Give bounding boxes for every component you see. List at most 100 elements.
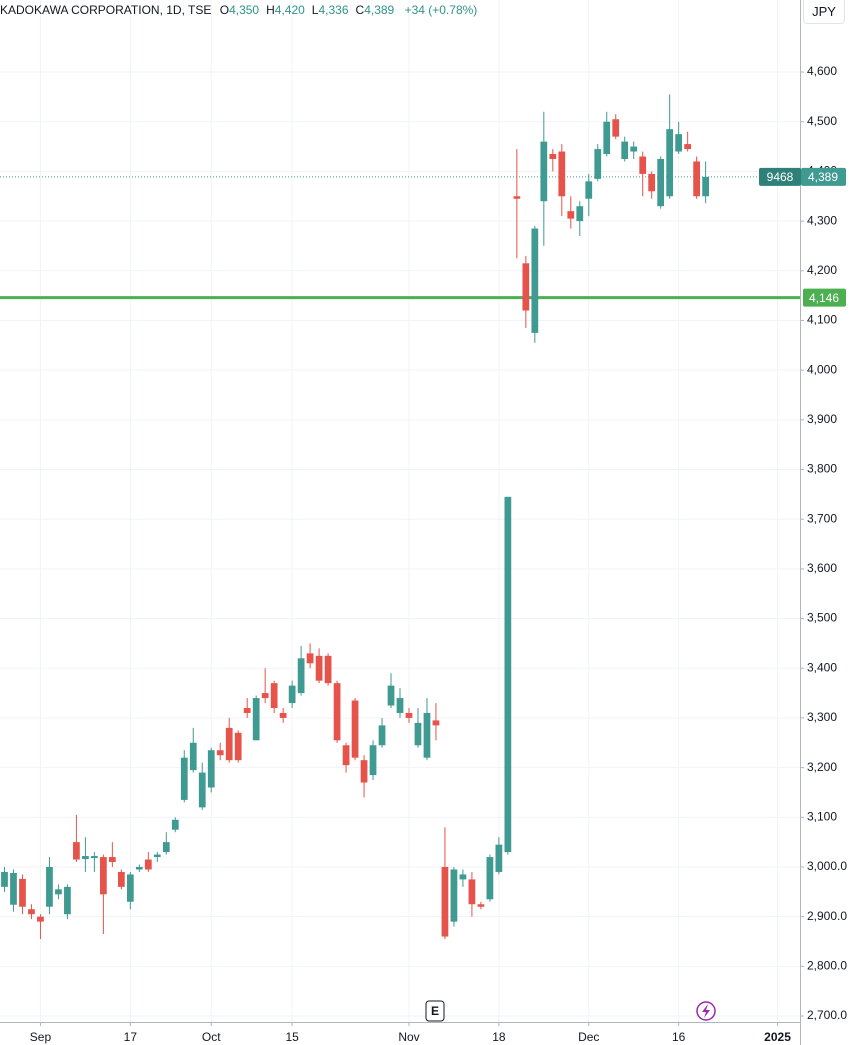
candle-body [522, 263, 530, 311]
candle-body [675, 134, 683, 152]
candle-body [360, 760, 368, 783]
candle-body [153, 854, 161, 858]
candle-body [585, 181, 593, 199]
candle-body [207, 750, 215, 788]
candle-body [540, 141, 548, 202]
candle-body [225, 727, 233, 761]
candle-body [468, 879, 476, 905]
event-marker-label: E [431, 1004, 439, 1018]
x-tick-label: 15 [285, 1030, 299, 1044]
candle-body [441, 866, 449, 937]
candle-body [477, 904, 485, 907]
candle-body [288, 685, 296, 704]
currency-button[interactable]: JPY [803, 0, 845, 24]
candle-body [432, 720, 440, 726]
y-tick-label: 2,800.0 [807, 959, 847, 973]
ohlc-values: O4,350 H4,420 L4,336 C4,389 [216, 3, 396, 17]
x-tick-label: 16 [672, 1030, 686, 1044]
candle-body [531, 228, 539, 333]
candle-body [558, 151, 566, 197]
x-tick-label: 18 [492, 1030, 506, 1044]
y-tick-label: 3,400 [807, 660, 837, 674]
candle-body [405, 712, 413, 718]
candle-body [648, 173, 656, 192]
candle-body [513, 196, 521, 199]
candle-body [252, 698, 260, 741]
x-tick-label: Dec [578, 1030, 599, 1044]
candle-body [315, 655, 323, 681]
countdown-label: 9468 [767, 170, 794, 184]
last-price-tag [801, 167, 846, 186]
x-tick-label: 2025 [764, 1030, 791, 1044]
candle-body [576, 206, 584, 222]
candle-body [297, 658, 305, 694]
candle-body [594, 149, 602, 179]
candle-body [414, 722, 422, 746]
candle-body [100, 857, 107, 895]
candle-body [46, 866, 53, 907]
candle-body [639, 156, 647, 174]
candle-body [279, 712, 287, 718]
candle-body [216, 750, 224, 756]
candle-body [64, 886, 71, 915]
candle-body [684, 144, 692, 150]
x-tick-label: 17 [124, 1030, 138, 1044]
y-tick-label: 4,300 [807, 213, 837, 227]
legend-value: 4,350 [229, 3, 260, 17]
symbol-title: KADOKAWA CORPORATION, 1D, TSE [0, 3, 212, 17]
candle-body [10, 872, 17, 905]
legend-value: 4,420 [274, 3, 305, 17]
legend-key: C [355, 3, 365, 17]
y-tick-label: 3,900 [807, 412, 837, 426]
candle-body [459, 874, 467, 880]
candle-body [37, 916, 44, 922]
candle-body [387, 685, 395, 706]
y-tick-label: 4,500 [807, 114, 837, 128]
y-tick-label: 3,200 [807, 760, 837, 774]
candle-body [342, 745, 350, 766]
candle-body [486, 857, 494, 900]
legend-key: H [266, 3, 275, 17]
candle-body [28, 909, 35, 915]
event-marker [425, 1000, 445, 1022]
candle-body [91, 856, 98, 859]
y-tick-label: 3,700 [807, 511, 837, 525]
candle-body [324, 655, 332, 684]
candle-body [189, 742, 197, 771]
candle-body [702, 176, 709, 197]
y-tick-label: 3,000.0 [807, 859, 847, 873]
x-tick-label: Oct [202, 1030, 221, 1044]
plot [0, 94, 800, 940]
candle-body [621, 141, 629, 159]
candle-body [666, 129, 674, 197]
candle-body [55, 889, 62, 895]
line-price-label: 4,146 [809, 291, 839, 305]
candle-body [19, 878, 26, 907]
legend-value: 4,389 [364, 3, 395, 17]
candle-body [180, 757, 188, 800]
y-tick-label: 4,600 [807, 64, 837, 78]
candle-body [117, 871, 125, 887]
y-tick-label: 4,000 [807, 362, 837, 376]
last-price-label: 4,389 [808, 170, 838, 184]
legend-header: KADOKAWA CORPORATION, 1D, TSE O4,350 H4,4… [0, 3, 478, 17]
candle-body [82, 856, 89, 860]
y-tick-label: 3,800 [807, 462, 837, 476]
y-tick-label: 4,100 [807, 313, 837, 327]
x-tick-label: Sep [30, 1030, 52, 1044]
line-price-tag [803, 288, 846, 307]
candle-body [396, 698, 404, 713]
candle-body [657, 158, 665, 207]
y-tick-label: 3,100 [807, 809, 837, 823]
candle-body [567, 211, 575, 219]
x-tick-label: Nov [398, 1030, 419, 1044]
candle-body [73, 842, 80, 860]
candle-body [234, 732, 242, 761]
candle-body [369, 745, 377, 776]
candle-body [270, 683, 278, 708]
candle-body [135, 866, 143, 870]
legend-value: 4,336 [318, 3, 349, 17]
candle-body [243, 707, 251, 713]
